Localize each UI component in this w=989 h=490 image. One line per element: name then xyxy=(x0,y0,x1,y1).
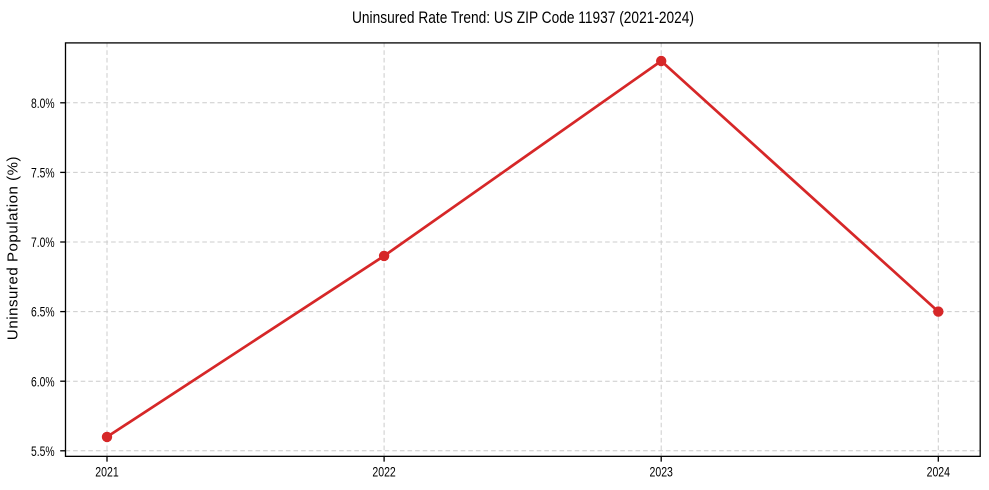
svg-text:5.5%: 5.5% xyxy=(31,443,55,459)
svg-text:2023: 2023 xyxy=(650,464,674,480)
svg-text:2024: 2024 xyxy=(927,464,951,480)
svg-text:7.5%: 7.5% xyxy=(31,165,55,181)
svg-text:7.0%: 7.0% xyxy=(31,234,55,250)
svg-text:6.5%: 6.5% xyxy=(31,304,55,320)
svg-text:2021: 2021 xyxy=(95,464,119,480)
svg-text:2022: 2022 xyxy=(372,464,396,480)
svg-text:Uninsured Population (%): Uninsured Population (%) xyxy=(4,156,21,340)
svg-text:6.0%: 6.0% xyxy=(31,373,55,389)
svg-text:Uninsured Rate Trend: US ZIP C: Uninsured Rate Trend: US ZIP Code 11937 … xyxy=(352,8,694,27)
svg-text:8.0%: 8.0% xyxy=(31,95,55,111)
